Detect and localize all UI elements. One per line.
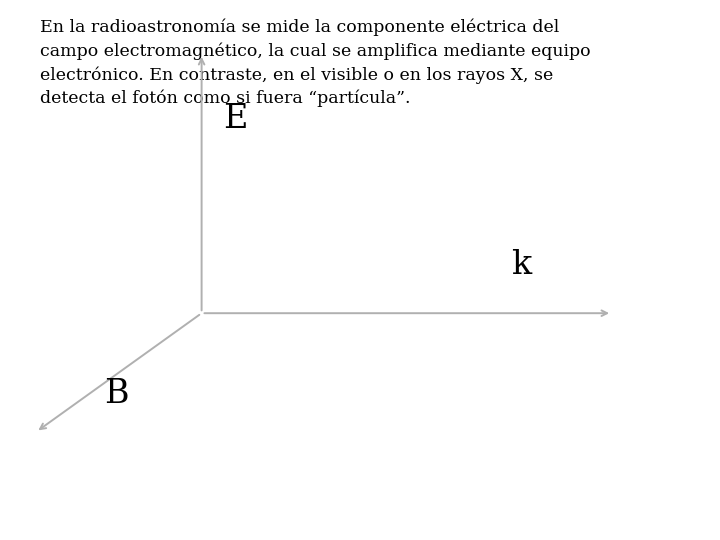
Text: B: B	[104, 378, 129, 410]
Text: k: k	[511, 248, 531, 281]
Text: E: E	[223, 103, 248, 135]
Text: En la radioastronomía se mide la componente eléctrica del
campo electromagnético: En la radioastronomía se mide la compone…	[40, 19, 590, 107]
